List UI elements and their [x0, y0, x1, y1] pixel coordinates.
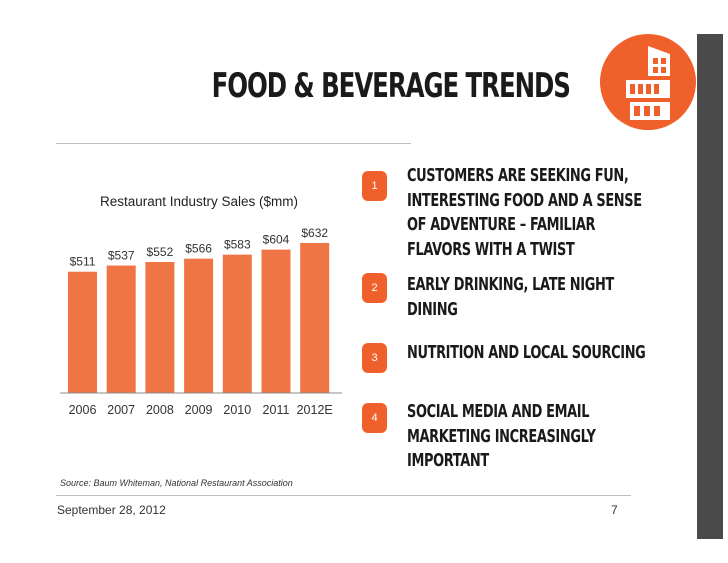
value-label: $604: [263, 233, 290, 247]
title-divider: [56, 143, 411, 144]
bar-2007: [106, 265, 136, 393]
x-tick-label: 2006: [69, 403, 97, 417]
footer-divider: [56, 495, 631, 496]
value-label: $583: [224, 238, 251, 252]
bar-2012E: [300, 243, 330, 393]
bar-2006: [68, 271, 97, 393]
bar-2008: [145, 261, 175, 393]
x-tick-label: 2011: [263, 403, 290, 417]
value-label: $511: [70, 255, 96, 269]
x-tick-label: 2010: [223, 403, 251, 417]
value-label: $632: [301, 226, 328, 240]
trend-number-badge: 2: [362, 273, 387, 303]
trend-number-badge: 4: [362, 403, 387, 433]
x-tick-label: 2012E: [297, 403, 333, 417]
source-note: Source: Baum Whiteman, National Restaura…: [60, 478, 293, 488]
value-label: $552: [147, 245, 174, 259]
trend-number-badge: 3: [362, 343, 387, 373]
bar-2011: [261, 249, 291, 393]
buildings-logo-icon: [600, 34, 696, 130]
footer-date: September 28, 2012: [57, 503, 166, 517]
bar-2010: [222, 254, 252, 393]
x-tick-label: 2008: [146, 403, 174, 417]
trend-text: EARLY DRINKING, LATE NIGHT DINING: [407, 275, 614, 320]
value-label: $566: [185, 242, 212, 256]
trend-number-badge: 1: [362, 171, 387, 201]
x-tick-label: 2009: [185, 403, 213, 417]
side-accent-bar: [697, 34, 723, 539]
chart-title: Restaurant Industry Sales ($mm): [100, 194, 298, 209]
slide-title: FOOD & BEVERAGE TRENDS: [211, 66, 571, 106]
trend-text: CUSTOMERS ARE SEEKING FUN, INTERESTING F…: [407, 166, 642, 260]
value-label: $537: [108, 249, 135, 263]
x-tick-label: 2007: [107, 403, 135, 417]
page-number: 7: [611, 503, 618, 517]
trend-text: SOCIAL MEDIA AND EMAIL MARKETING INCREAS…: [407, 402, 596, 471]
trend-text: NUTRITION AND LOCAL SOURCING: [407, 343, 646, 363]
bar-2009: [184, 258, 214, 393]
